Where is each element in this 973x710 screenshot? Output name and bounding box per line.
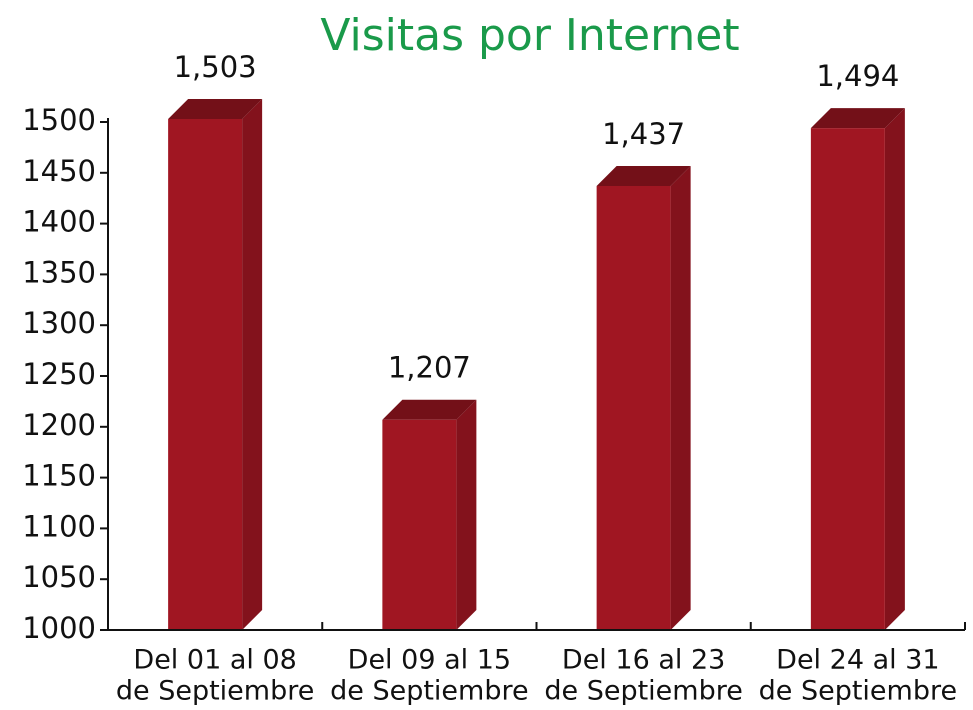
bar-front (596, 186, 671, 630)
value-label: 1,494 (816, 59, 899, 93)
y-tick-label: 1500 (22, 103, 96, 137)
y-tick-label: 1350 (22, 255, 96, 289)
x-tick-label: Del 24 al 31 (776, 645, 939, 676)
bar (596, 166, 691, 630)
bar-front (168, 118, 243, 631)
y-tick-label: 1250 (22, 357, 96, 391)
y-tick-label: 1300 (22, 306, 96, 340)
bar (810, 108, 905, 630)
y-tick-label: 1150 (22, 459, 96, 493)
bar-top (810, 108, 905, 129)
value-label: 1,503 (174, 50, 257, 84)
bar-top (168, 98, 263, 119)
y-tick-label: 1450 (22, 154, 96, 188)
bar-top (382, 399, 477, 420)
bar-front (810, 128, 885, 630)
x-tick-label: de Septiembre (116, 676, 314, 707)
x-tick-label: de Septiembre (759, 676, 957, 707)
x-tick-label: Del 16 al 23 (562, 645, 725, 676)
y-tick-label: 1100 (22, 509, 96, 543)
bar-side (456, 399, 477, 630)
bar-side (670, 166, 691, 630)
x-tick-label: Del 01 al 08 (133, 645, 296, 676)
value-label: 1,437 (602, 117, 685, 151)
bar-top (596, 166, 691, 187)
x-tick-label: de Septiembre (330, 676, 528, 707)
bar-side (242, 98, 263, 630)
x-tick-label: Del 09 al 15 (348, 645, 511, 676)
x-tick-label: de Septiembre (544, 676, 742, 707)
bar (382, 399, 477, 630)
bar (168, 98, 263, 631)
value-label: 1,207 (388, 351, 471, 385)
bar-side (884, 108, 905, 630)
y-tick-label: 1050 (22, 560, 96, 594)
y-tick-label: 1000 (22, 611, 96, 645)
chart-title: Visitas por Internet (320, 10, 739, 61)
bar-front (382, 419, 457, 630)
y-tick-label: 1200 (22, 408, 96, 442)
y-tick-label: 1400 (22, 205, 96, 239)
